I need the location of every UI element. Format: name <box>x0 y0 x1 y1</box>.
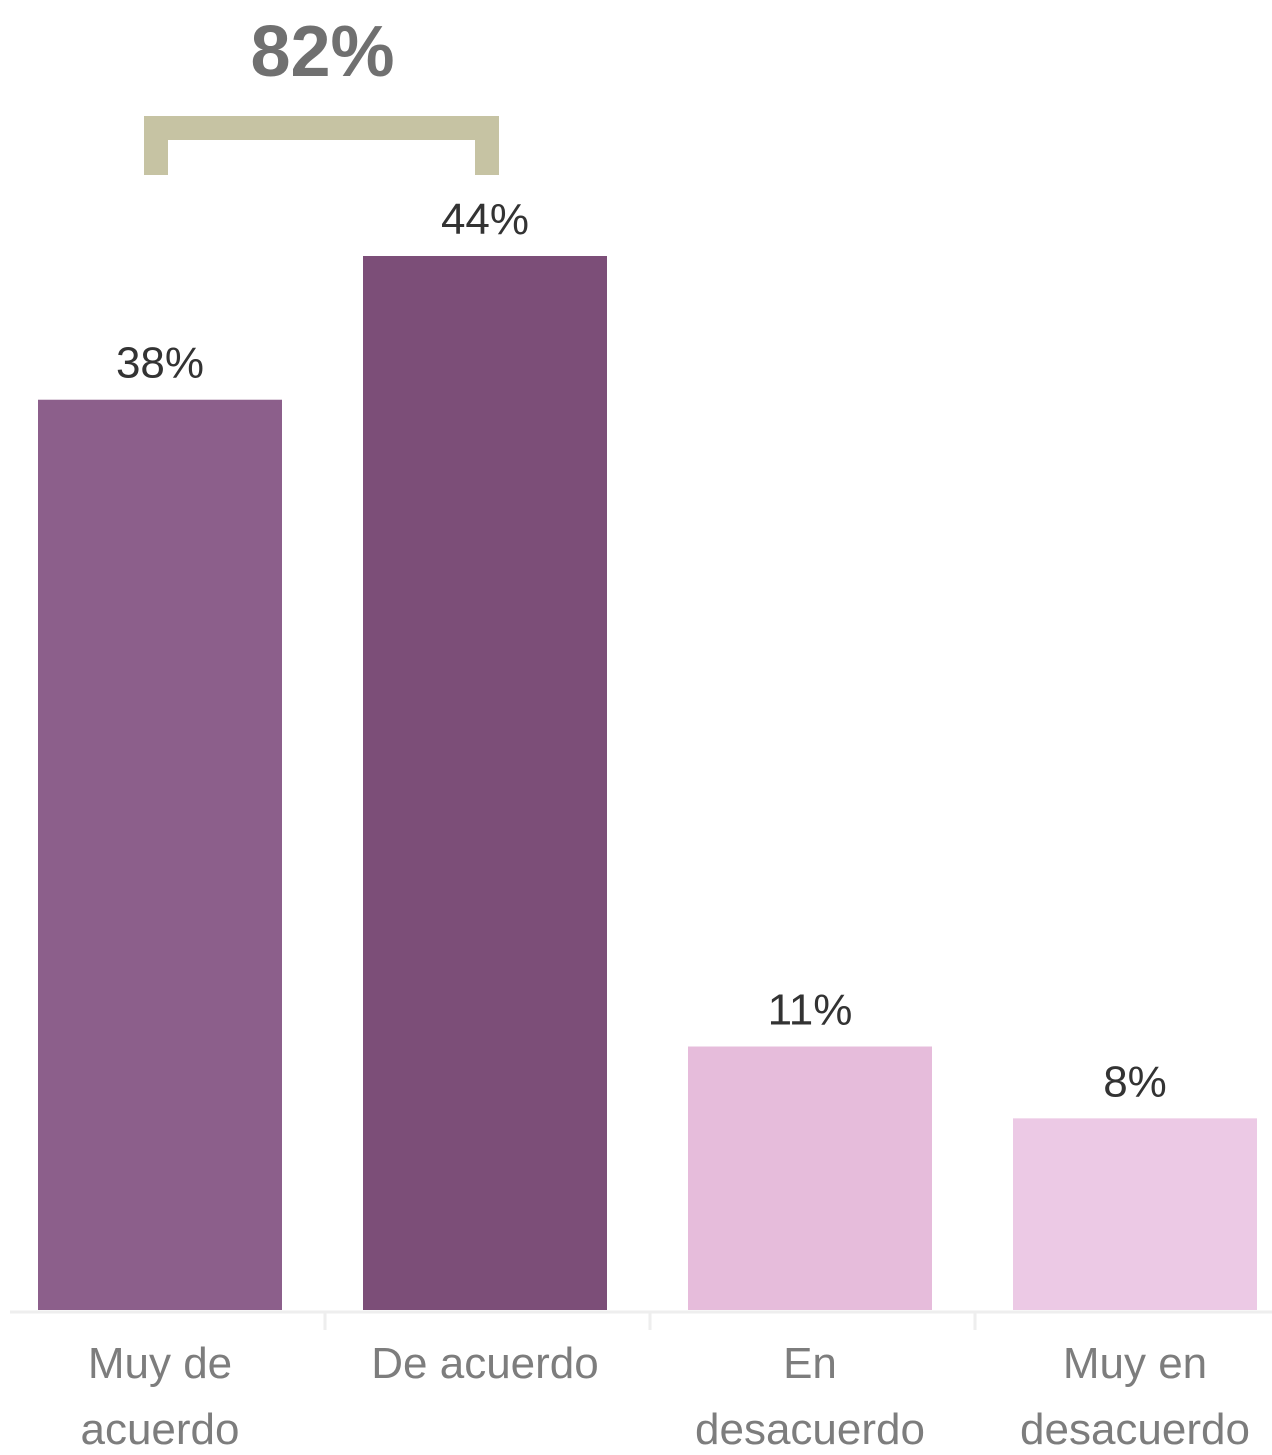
annotation-total-label: 82% <box>250 12 394 92</box>
annotation-bracket <box>144 116 499 175</box>
bar-value-label-0: 38% <box>116 339 204 388</box>
category-label-2-line-0: En <box>783 1339 837 1388</box>
bar-value-label-1: 44% <box>441 195 529 244</box>
bar-2 <box>688 1046 932 1310</box>
bar-value-label-3: 8% <box>1103 1057 1167 1106</box>
bar-3 <box>1013 1118 1257 1310</box>
x-axis-ticks <box>323 1312 977 1330</box>
category-labels-layer: Muy de acuerdo De acuerdo En desacuerdo Muy e… <box>80 1339 1249 1454</box>
category-label-3-line-1: desacuerdo <box>1020 1405 1250 1454</box>
total-annotation: 82% <box>144 12 499 175</box>
category-label-2-line-1: desacuerdo <box>695 1405 925 1454</box>
category-label-0-line-0: Muy de <box>88 1339 232 1388</box>
bar-0 <box>38 399 282 1310</box>
category-label-3-line-0: Muy en <box>1063 1339 1207 1388</box>
category-label-0-line-1: acuerdo <box>80 1405 239 1454</box>
category-label-1-line-0: De acuerdo <box>371 1339 598 1388</box>
bars-layer <box>38 256 1257 1310</box>
bar-1 <box>363 256 607 1310</box>
value-labels-layer: 38% 44% 11% 8% <box>116 195 1167 1106</box>
bar-value-label-2: 11% <box>768 986 853 1035</box>
